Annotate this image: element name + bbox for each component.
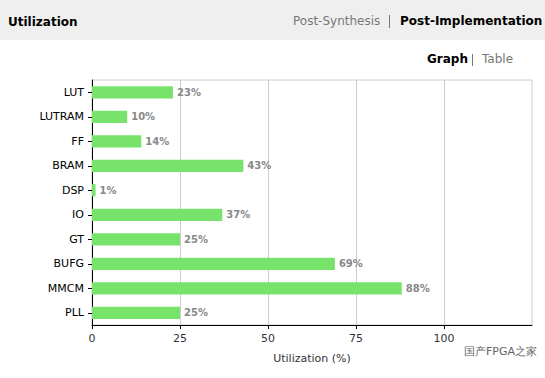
svg-text:14%: 14% — [145, 136, 169, 147]
svg-text:0: 0 — [89, 332, 96, 345]
svg-text:LUTRAM: LUTRAM — [39, 110, 84, 123]
svg-text:25: 25 — [173, 332, 187, 345]
svg-text:Table: Table — [481, 52, 513, 66]
svg-text:FF: FF — [71, 135, 84, 148]
svg-text:100: 100 — [434, 332, 455, 345]
svg-text:Post-Synthesis: Post-Synthesis — [293, 14, 380, 28]
svg-text:DSP: DSP — [62, 184, 84, 197]
svg-text:PLL: PLL — [65, 306, 85, 319]
svg-text:LUT: LUT — [64, 86, 85, 99]
svg-text:69%: 69% — [339, 258, 363, 269]
svg-text:88%: 88% — [406, 283, 430, 294]
svg-text:23%: 23% — [177, 87, 201, 98]
svg-text:50: 50 — [261, 332, 275, 345]
svg-text:43%: 43% — [247, 160, 271, 171]
svg-text:25%: 25% — [184, 234, 208, 245]
svg-text:75: 75 — [349, 332, 363, 345]
svg-text:Graph: Graph — [427, 52, 468, 66]
svg-text:Post-Implementation: Post-Implementation — [400, 14, 542, 28]
svg-text:Utilization: Utilization — [8, 15, 78, 29]
svg-text:IO: IO — [72, 208, 84, 221]
svg-text:Utilization (%): Utilization (%) — [273, 352, 351, 365]
svg-text:10%: 10% — [131, 111, 155, 122]
svg-text:BUFG: BUFG — [54, 257, 84, 270]
svg-text:MMCM: MMCM — [48, 282, 84, 295]
svg-text:25%: 25% — [184, 307, 208, 318]
svg-text:BRAM: BRAM — [52, 159, 84, 172]
svg-text:国产FPGA之家: 国产FPGA之家 — [464, 345, 537, 358]
svg-text:37%: 37% — [226, 209, 250, 220]
svg-text:GT: GT — [69, 233, 84, 246]
svg-text:1%: 1% — [100, 185, 117, 196]
